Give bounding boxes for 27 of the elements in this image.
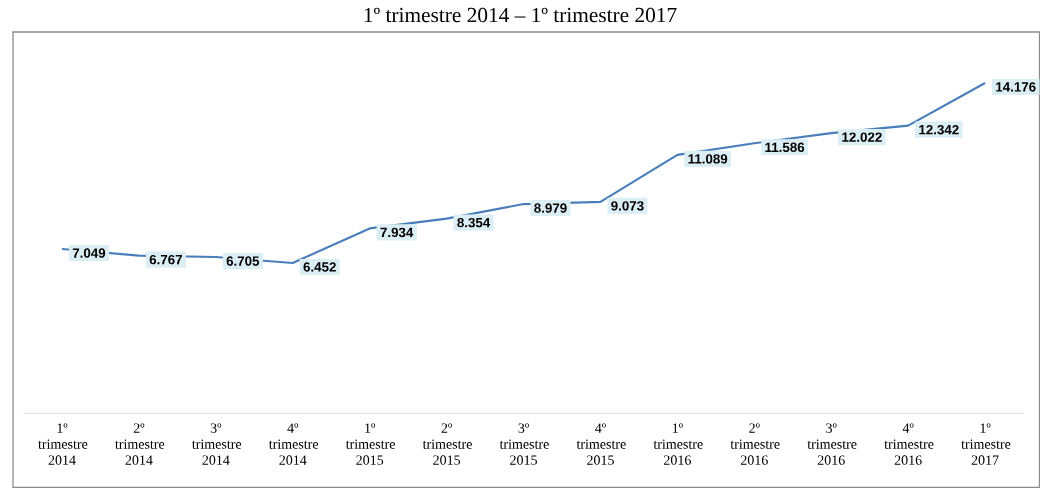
data-label: 14.176: [996, 82, 1036, 92]
chart-title: 1º trimestre 2014 – 1º trimestre 2017: [364, 7, 677, 23]
data-label: 9.073: [611, 201, 644, 211]
data-label: 6.452: [303, 262, 336, 272]
data-label: 12.022: [842, 132, 882, 142]
data-label: 12.342: [919, 124, 959, 135]
x-tick-label: 2º trimestre 2015: [422, 423, 472, 465]
x-tick-label: 2º trimestre 2014: [115, 423, 165, 465]
data-label: 11.089: [688, 154, 728, 164]
x-tick-label: 1º trimestre 2016: [653, 423, 703, 465]
data-label: 8.354: [457, 217, 491, 228]
x-tick-label: 1º trimestre 2017: [961, 423, 1011, 465]
x-tick-label: 1º trimestre 2014: [38, 423, 88, 465]
x-tick-label: 1º trimestre 2015: [345, 423, 395, 465]
x-tick-label: 3º trimestre 2016: [807, 423, 857, 465]
data-label: 6.705: [226, 256, 260, 266]
x-tick-label: 3º trimestre 2014: [192, 423, 242, 465]
x-tick-label: 4º trimestre 2014: [268, 423, 319, 465]
data-label: 7.934: [380, 227, 414, 238]
data-label: 8.979: [534, 203, 567, 213]
data-label: 6.767: [149, 254, 182, 265]
data-label: 11.586: [765, 142, 805, 153]
x-tick-label: 4º trimestre 2015: [576, 423, 626, 465]
x-tick-label: 2º trimestre 2016: [730, 423, 780, 465]
x-tick-label: 4º trimestre 2016: [884, 423, 934, 465]
data-label: 7.049: [72, 248, 106, 258]
x-tick-label: 3º trimestre 2015: [499, 423, 549, 465]
